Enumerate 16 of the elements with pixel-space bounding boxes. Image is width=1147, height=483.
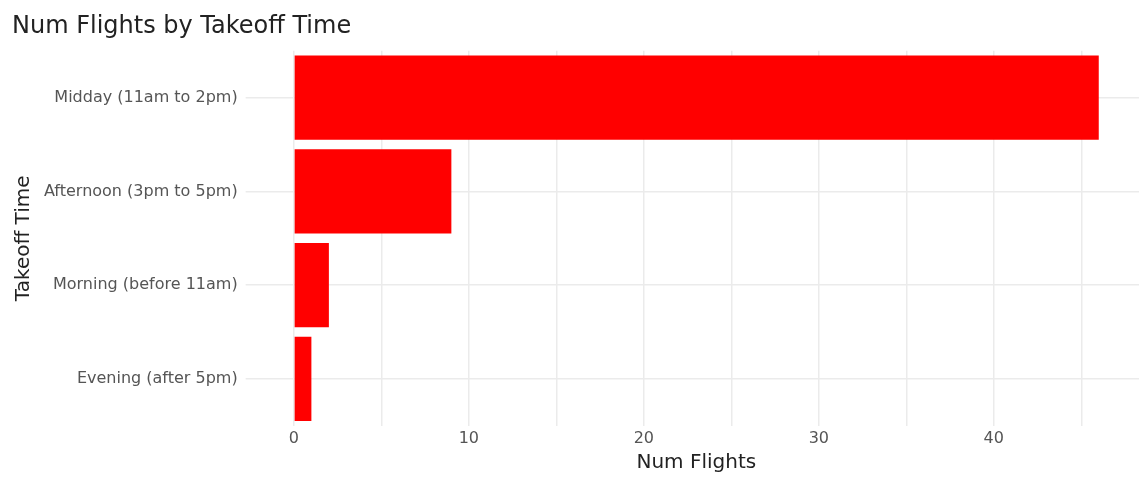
bar [294,242,329,328]
x-tick-label: 0 [288,427,299,447]
y-tick-label: Evening (after 5pm) [76,368,238,388]
bar [294,149,452,234]
x-tick-label: 20 [633,427,655,447]
y-axis-title: Takeoff Time [10,175,35,303]
y-tick-label: Morning (before 11am) [52,274,238,294]
bar [294,55,1099,140]
x-axis-title: Num Flights [636,449,757,474]
x-tick-label: 30 [808,427,829,447]
x-tick-label: 40 [983,427,1004,447]
bar [294,336,312,422]
y-tick-label: Afternoon (3pm to 5pm) [43,180,238,200]
y-tick-label: Midday (11am to 2pm) [54,86,238,106]
chart-title: Num Flights by Takeoff Time [12,10,352,39]
x-tick-label: 10 [458,427,480,447]
